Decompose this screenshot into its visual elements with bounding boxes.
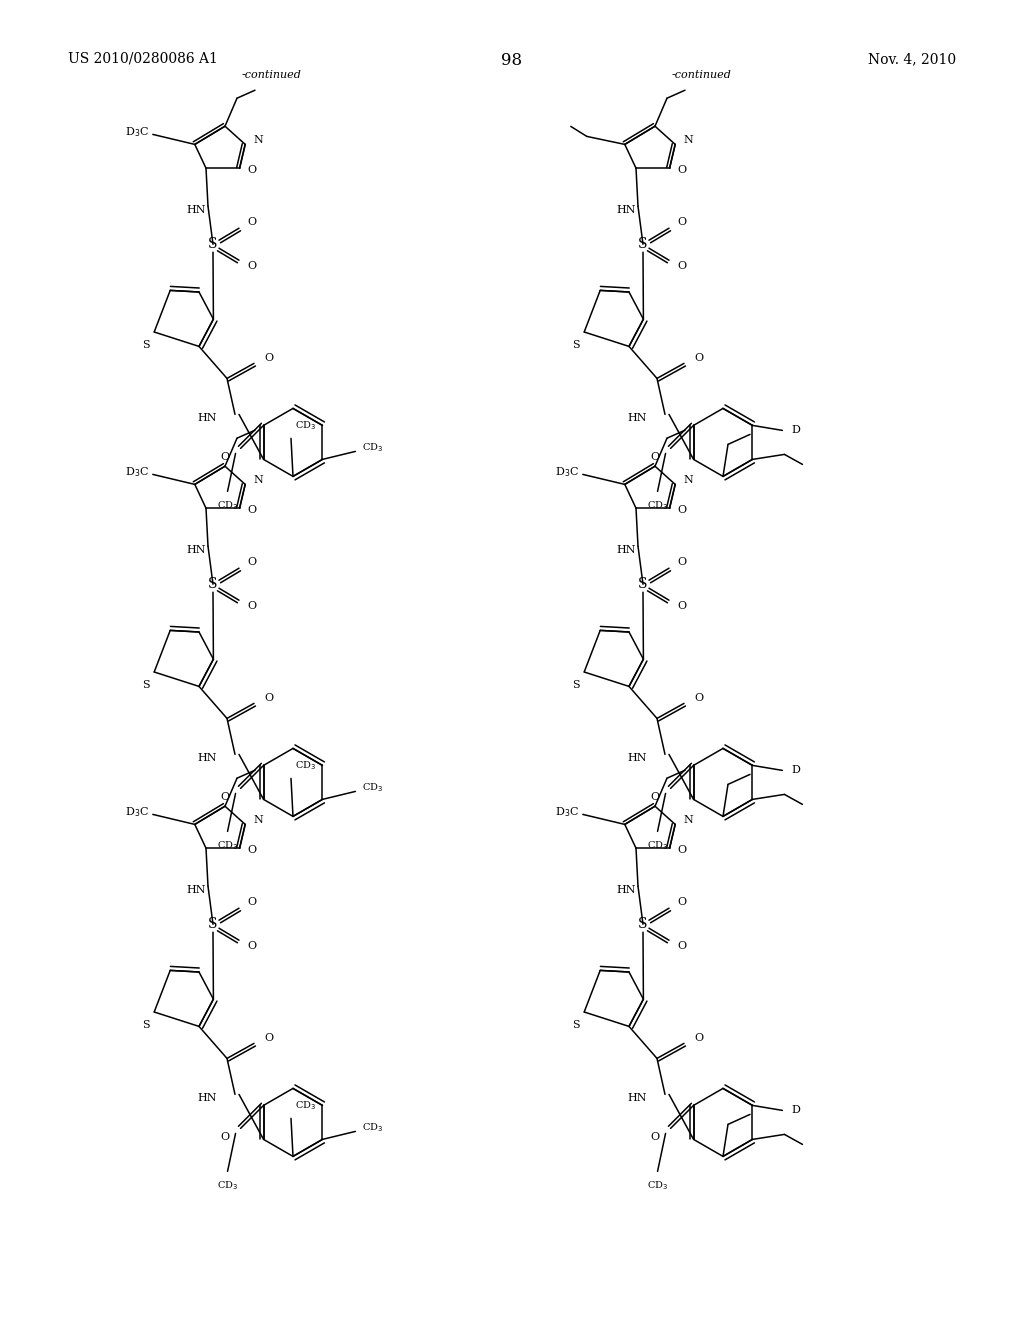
Text: US 2010/0280086 A1: US 2010/0280086 A1 (68, 51, 218, 66)
Text: HN: HN (198, 1093, 217, 1104)
Text: N: N (683, 816, 693, 825)
Text: -continued: -continued (672, 70, 732, 81)
Text: CD$_3$: CD$_3$ (217, 1179, 239, 1192)
Text: O: O (247, 261, 256, 271)
Text: N: N (253, 816, 263, 825)
Text: CD$_3$: CD$_3$ (362, 441, 384, 454)
Text: HN: HN (186, 886, 206, 895)
Text: O: O (247, 941, 256, 952)
Text: CD$_3$: CD$_3$ (647, 840, 668, 853)
Text: S: S (142, 680, 150, 690)
Text: D$_3$C: D$_3$C (125, 805, 148, 820)
Text: HN: HN (616, 205, 636, 215)
Text: O: O (677, 941, 686, 952)
Text: HN: HN (628, 754, 647, 763)
Text: O: O (650, 1133, 659, 1142)
Text: D: D (792, 766, 801, 775)
Text: D$_3$C: D$_3$C (125, 125, 148, 140)
Text: O: O (677, 218, 686, 227)
Text: S: S (638, 917, 648, 931)
Text: 98: 98 (502, 51, 522, 69)
Text: O: O (264, 693, 273, 704)
Text: O: O (264, 1034, 273, 1043)
Text: S: S (208, 917, 218, 931)
Text: O: O (247, 218, 256, 227)
Text: O: O (678, 506, 687, 515)
Text: CD$_3$: CD$_3$ (647, 499, 668, 512)
Text: N: N (683, 136, 693, 145)
Text: O: O (220, 453, 229, 462)
Text: S: S (638, 577, 648, 591)
Text: D$_3$C: D$_3$C (125, 466, 148, 479)
Text: D: D (792, 425, 801, 436)
Text: O: O (677, 898, 686, 907)
Text: CD$_3$: CD$_3$ (295, 1100, 316, 1113)
Text: S: S (572, 341, 580, 350)
Text: O: O (247, 898, 256, 907)
Text: O: O (678, 845, 687, 855)
Text: Nov. 4, 2010: Nov. 4, 2010 (868, 51, 956, 66)
Text: HN: HN (186, 545, 206, 556)
Text: S: S (572, 680, 580, 690)
Text: O: O (264, 354, 273, 363)
Text: O: O (220, 1133, 229, 1142)
Text: O: O (650, 453, 659, 462)
Text: O: O (677, 261, 686, 271)
Text: O: O (247, 557, 256, 568)
Text: CD$_3$: CD$_3$ (295, 759, 316, 772)
Text: HN: HN (616, 886, 636, 895)
Text: O: O (650, 792, 659, 803)
Text: D: D (792, 1105, 801, 1115)
Text: HN: HN (628, 1093, 647, 1104)
Text: O: O (248, 506, 257, 515)
Text: HN: HN (198, 413, 217, 424)
Text: HN: HN (616, 545, 636, 556)
Text: CD$_3$: CD$_3$ (217, 840, 239, 853)
Text: HN: HN (628, 413, 647, 424)
Text: CD$_3$: CD$_3$ (647, 1179, 668, 1192)
Text: S: S (208, 577, 218, 591)
Text: S: S (638, 238, 648, 251)
Text: CD$_3$: CD$_3$ (362, 781, 384, 793)
Text: O: O (677, 557, 686, 568)
Text: S: S (208, 238, 218, 251)
Text: S: S (142, 1020, 150, 1030)
Text: O: O (248, 845, 257, 855)
Text: O: O (248, 165, 257, 176)
Text: HN: HN (186, 205, 206, 215)
Text: -continued: -continued (242, 70, 302, 81)
Text: CD$_3$: CD$_3$ (362, 1121, 384, 1134)
Text: O: O (694, 354, 703, 363)
Text: O: O (220, 792, 229, 803)
Text: D$_3$C: D$_3$C (555, 805, 579, 820)
Text: O: O (678, 165, 687, 176)
Text: S: S (142, 341, 150, 350)
Text: D$_3$C: D$_3$C (555, 466, 579, 479)
Text: HN: HN (198, 754, 217, 763)
Text: CD$_3$: CD$_3$ (295, 420, 316, 433)
Text: O: O (247, 601, 256, 611)
Text: N: N (253, 136, 263, 145)
Text: O: O (694, 693, 703, 704)
Text: O: O (694, 1034, 703, 1043)
Text: N: N (683, 475, 693, 486)
Text: N: N (253, 475, 263, 486)
Text: S: S (572, 1020, 580, 1030)
Text: CD$_3$: CD$_3$ (217, 499, 239, 512)
Text: O: O (677, 601, 686, 611)
